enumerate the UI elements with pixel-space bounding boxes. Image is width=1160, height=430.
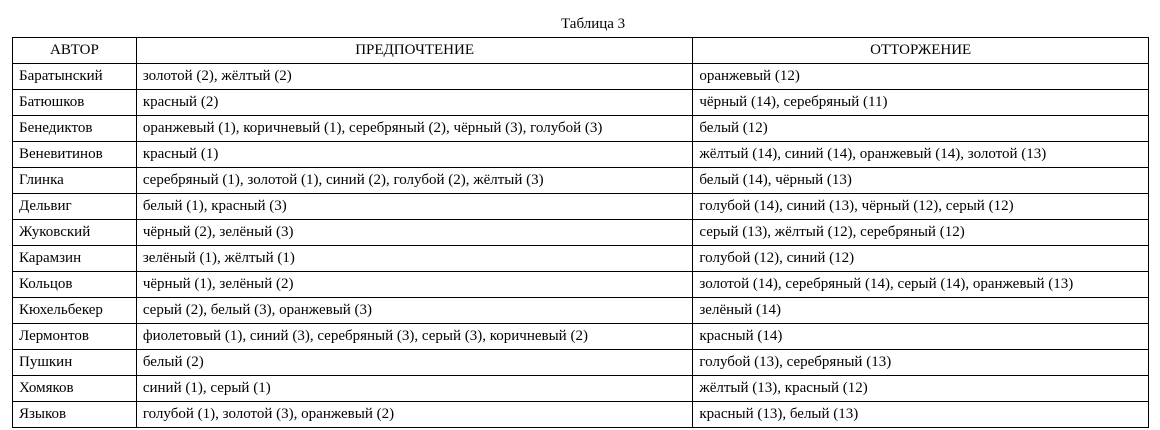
author-cell: Бенедиктов	[12, 115, 137, 142]
rejection-cell: серый (13), жёлтый (12), серебряный (12)	[692, 219, 1149, 246]
author-cell: Лермонтов	[12, 323, 137, 350]
author-cell: Дельвиг	[12, 193, 137, 220]
table-row: Хомяков синий (1), серый (1) жёлтый (13), …	[12, 375, 1149, 402]
table-row: Батюшков красный (2) чёрный (14), серебрян…	[12, 89, 1149, 116]
table-caption: Таблица 3	[561, 16, 626, 32]
author-cell: Карамзин	[12, 245, 137, 272]
author-cell: Глинка	[12, 167, 137, 194]
preference-cell: зелёный (1), жёлтый (1)	[135, 245, 694, 272]
author-cell: Языков	[12, 401, 137, 428]
preference-cell: красный (2)	[135, 89, 694, 116]
preference-cell: красный (1)	[135, 141, 694, 168]
table-row: Жуковский чёрный (2), зелёный (3) серый (1…	[12, 219, 1149, 246]
preference-cell: белый (1), красный (3)	[135, 193, 694, 220]
preference-cell: серый (2), белый (3), оранжевый (3)	[135, 297, 694, 324]
author-cell: Хомяков	[12, 375, 137, 402]
header-author: АВТОР	[12, 37, 137, 64]
preference-cell: синий (1), серый (1)	[135, 375, 694, 402]
rejection-cell: белый (14), чёрный (13)	[692, 167, 1149, 194]
table-row: Карамзин зелёный (1), жёлтый (1) голубой (…	[12, 245, 1149, 272]
preference-cell: чёрный (1), зелёный (2)	[135, 271, 694, 298]
author-cell: Пушкин	[12, 349, 137, 376]
author-cell: Жуковский	[12, 219, 137, 246]
preference-cell: серебряный (1), золотой (1), синий (2), …	[135, 167, 694, 194]
rejection-cell: белый (12)	[692, 115, 1149, 142]
table-row: Пушкин белый (2) голубой (13), серебряный …	[12, 349, 1149, 376]
table-row: Кюхельбекер серый (2), белый (3), оранжев…	[12, 297, 1149, 324]
table-row: Баратынский золотой (2), жёлтый (2) оранже…	[12, 63, 1149, 90]
rejection-cell: чёрный (14), серебряный (11)	[692, 89, 1149, 116]
author-cell: Веневитинов	[12, 141, 137, 168]
rejection-cell: оранжевый (12)	[692, 63, 1149, 90]
preferences-table: АВТОР ПРЕДПОЧТЕНИЕ ОТТОРЖЕНИЕ Баратынски…	[12, 37, 1149, 428]
table-row: Глинка серебряный (1), золотой (1), синий…	[12, 167, 1149, 194]
author-cell: Батюшков	[12, 89, 137, 116]
preference-cell: оранжевый (1), коричневый (1), серебряны…	[135, 115, 694, 142]
preference-cell: фиолетовый (1), синий (3), серебряный (3…	[135, 323, 694, 350]
header-preference: ПРЕДПОЧТЕНИЕ	[135, 37, 694, 64]
author-cell: Кюхельбекер	[12, 297, 137, 324]
author-cell: Кольцов	[12, 271, 137, 298]
rejection-cell: голубой (14), синий (13), чёрный (12), с…	[692, 193, 1149, 220]
table-row: Кольцов чёрный (1), зелёный (2) золотой (1…	[12, 271, 1149, 298]
author-cell: Баратынский	[12, 63, 137, 90]
rejection-cell: красный (14)	[692, 323, 1149, 350]
rejection-cell: жёлтый (14), синий (14), оранжевый (14),…	[692, 141, 1149, 168]
rejection-cell: золотой (14), серебряный (14), серый (14…	[692, 271, 1149, 298]
table-row: Лермонтов фиолетовый (1), синий (3), сере…	[12, 323, 1149, 350]
table-row: Веневитинов красный (1) жёлтый (14), синий…	[12, 141, 1149, 168]
table-row: Дельвиг белый (1), красный (3) голубой (14…	[12, 193, 1149, 220]
preference-cell: белый (2)	[135, 349, 694, 376]
header-rejection: ОТТОРЖЕНИЕ	[692, 37, 1149, 64]
rejection-cell: голубой (12), синий (12)	[692, 245, 1149, 272]
preference-cell: золотой (2), жёлтый (2)	[135, 63, 694, 90]
rejection-cell: голубой (13), серебряный (13)	[692, 349, 1149, 376]
preference-cell: голубой (1), золотой (3), оранжевый (2)	[135, 401, 694, 428]
preference-cell: чёрный (2), зелёный (3)	[135, 219, 694, 246]
table-row: Языков голубой (1), золотой (3), оранжевы…	[12, 401, 1149, 428]
rejection-cell: жёлтый (13), красный (12)	[692, 375, 1149, 402]
rejection-cell: зелёный (14)	[692, 297, 1149, 324]
table-row: Бенедиктов оранжевый (1), коричневый (1),…	[12, 115, 1149, 142]
rejection-cell: красный (13), белый (13)	[692, 401, 1149, 428]
header-row: АВТОР ПРЕДПОЧТЕНИЕ ОТТОРЖЕНИЕ	[12, 37, 1149, 64]
